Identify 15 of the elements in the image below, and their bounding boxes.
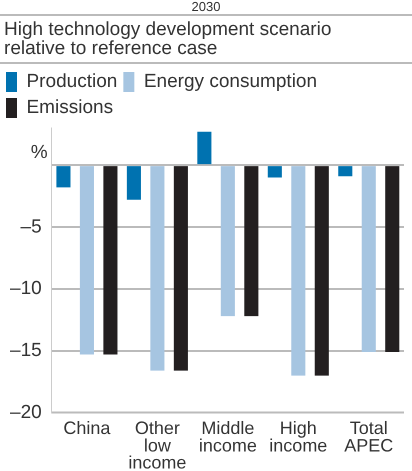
x-tick-label: Other low income [128,418,186,471]
x-tick-label: Middle income [198,418,257,456]
y-axis-title: % [30,142,48,163]
chart-title: 2030 [0,0,412,16]
y-tick-label: –15 [10,340,42,362]
y-tick-label: –10 [10,278,42,300]
y-tick-label: –20 [10,402,42,423]
legend-label: Energy consumption [144,71,318,92]
x-tick-label: High income [269,418,328,456]
chart-subtitle: High technology development scenario relative to reference case [0,16,412,64]
legend-label: Emissions [26,97,114,118]
y-tick-label: –5 [20,216,42,238]
x-tick-label: China [63,418,112,438]
legend-label: Production [26,71,118,92]
x-tick-label: Total APEC [344,418,394,456]
